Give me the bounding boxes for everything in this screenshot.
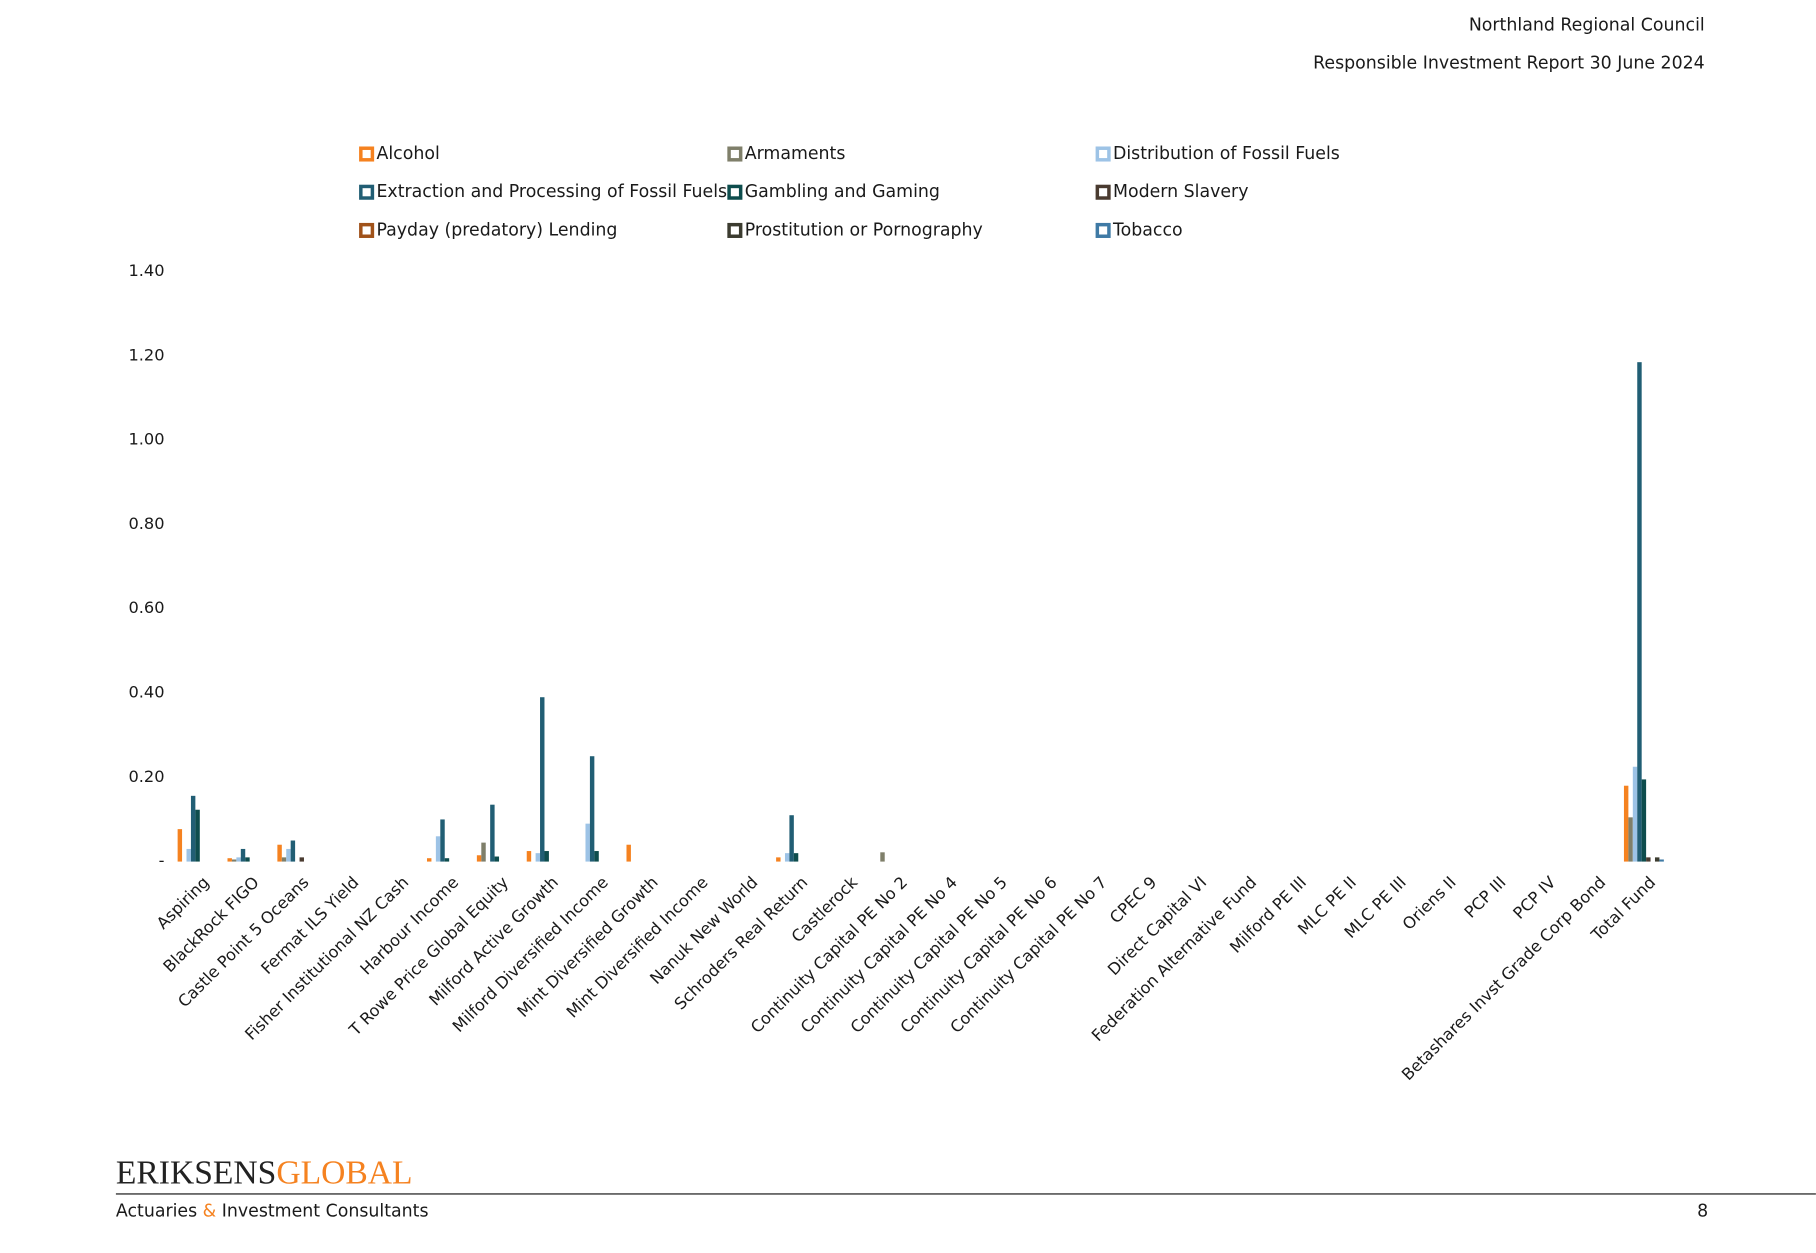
- bar: [1628, 817, 1633, 862]
- legend-label: Alcohol: [376, 144, 439, 164]
- legend-label: Prostitution or Pornography: [745, 220, 983, 240]
- legend-swatch: [1095, 184, 1111, 200]
- legend-label: Modern Slavery: [1113, 182, 1249, 202]
- legend-label: Payday (predatory) Lending: [376, 220, 617, 240]
- y-tick-label: 0.80: [128, 514, 164, 533]
- y-tick-label: 0.40: [128, 683, 164, 702]
- bar: [594, 851, 599, 862]
- bar: [1632, 766, 1638, 862]
- bar: [481, 842, 486, 862]
- bar: [435, 836, 441, 862]
- tagline-part: Actuaries: [116, 1201, 197, 1221]
- x-tick-label: Oriens II: [1399, 873, 1460, 934]
- tagline-part: Investment Consultants: [222, 1201, 429, 1221]
- legend-swatch: [1095, 222, 1111, 238]
- tagline-part: &: [203, 1201, 217, 1221]
- brand-part: GLOBAL: [276, 1154, 412, 1191]
- bar: [784, 853, 790, 862]
- y-tick-label: 0.20: [128, 767, 164, 786]
- y-tick-label: -: [159, 851, 165, 870]
- bar: [290, 840, 296, 862]
- header-report: Responsible Investment Report 30 June 20…: [1313, 54, 1705, 74]
- y-tick-label: 1.20: [128, 345, 164, 364]
- legend-label: Tobacco: [1112, 220, 1183, 240]
- bar: [1641, 779, 1647, 862]
- bar: [490, 804, 495, 862]
- header-organisation: Northland Regional Council: [1469, 15, 1705, 35]
- bar: [526, 851, 532, 862]
- bar: [1654, 857, 1660, 862]
- legend-swatch: [727, 222, 743, 238]
- bar: [789, 815, 794, 862]
- bar: [426, 858, 432, 862]
- bar: [1623, 785, 1629, 862]
- legend-label: Extraction and Processing of Fossil Fuel…: [376, 182, 727, 202]
- legend-swatch: [359, 222, 375, 238]
- bar: [626, 844, 631, 862]
- bar: [227, 858, 232, 862]
- bar: [277, 844, 282, 862]
- bar: [286, 848, 291, 862]
- bar: [195, 809, 200, 862]
- tagline: Actuaries & Investment Consultants: [116, 1201, 429, 1221]
- bar: [177, 829, 183, 862]
- y-tick-label: 0.60: [128, 598, 164, 617]
- x-tick-label: PCP III: [1461, 873, 1510, 922]
- legend-swatch: [727, 184, 743, 200]
- legend-swatch: [1095, 146, 1111, 162]
- bar: [236, 857, 241, 862]
- bar: [880, 852, 885, 862]
- y-tick-label: 1.40: [128, 261, 164, 280]
- bar: [476, 855, 482, 862]
- legend-label: Armaments: [745, 144, 846, 164]
- bar: [444, 858, 450, 862]
- brand-part: ERIKSENS: [116, 1154, 276, 1191]
- bar: [585, 823, 590, 862]
- bar: [190, 795, 196, 862]
- bar: [544, 851, 549, 862]
- bar: [535, 853, 541, 862]
- bar: [776, 857, 781, 862]
- legend-swatch: [359, 184, 375, 200]
- bar: [494, 856, 500, 862]
- page-number: 8: [1697, 1201, 1708, 1221]
- bar: [1646, 857, 1651, 862]
- bar: [186, 848, 191, 862]
- legend-swatch: [359, 146, 375, 162]
- bar: [240, 848, 246, 862]
- brand-logo: ERIKSENSGLOBAL: [116, 1154, 413, 1191]
- legend-swatch: [727, 146, 743, 162]
- y-tick-label: 1.00: [128, 430, 164, 449]
- bar: [589, 756, 595, 862]
- legend-label: Distribution of Fossil Fuels: [1113, 144, 1340, 164]
- bar: [281, 857, 287, 862]
- bar: [245, 857, 250, 862]
- bar: [299, 857, 304, 862]
- bar: [540, 697, 545, 862]
- legend-label: Gambling and Gaming: [745, 182, 940, 202]
- bar: [1659, 859, 1664, 862]
- bar: [440, 819, 445, 862]
- bar: [1637, 362, 1642, 862]
- bar: [793, 853, 799, 862]
- bar: [231, 859, 237, 862]
